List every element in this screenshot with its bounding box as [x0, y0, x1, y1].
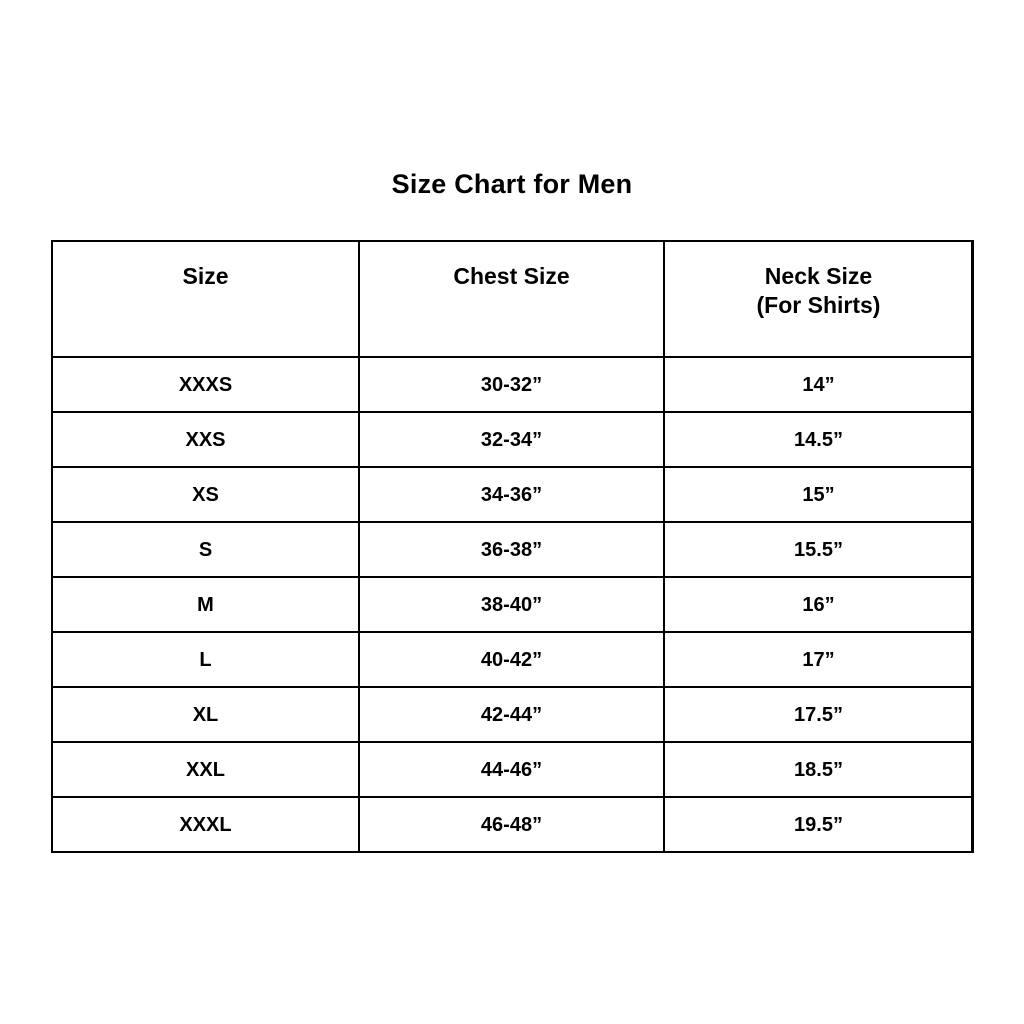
- cell-neck: 18.5”: [663, 741, 974, 798]
- header-row: Size Chest Size Neck Size (For Shirts): [51, 240, 974, 358]
- table-row: XL 42-44” 17.5”: [51, 686, 974, 743]
- cell-size: XXXL: [51, 796, 360, 853]
- column-header-chest: Chest Size: [358, 240, 665, 358]
- cell-neck: 17.5”: [663, 686, 974, 743]
- column-header-chest-label: Chest Size: [453, 263, 570, 289]
- cell-size: L: [51, 631, 360, 688]
- size-chart-table: Size Chest Size Neck Size (For Shirts) X…: [51, 240, 974, 853]
- cell-size: M: [51, 576, 360, 633]
- cell-chest: 32-34”: [358, 411, 665, 468]
- cell-size: XXS: [51, 411, 360, 468]
- table-row: XXXL 46-48” 19.5”: [51, 796, 974, 853]
- table-row: M 38-40” 16”: [51, 576, 974, 633]
- table-row: L 40-42” 17”: [51, 631, 974, 688]
- cell-size: XXL: [51, 741, 360, 798]
- page-title: Size Chart for Men: [391, 169, 633, 199]
- cell-chest: 36-38”: [358, 521, 665, 578]
- cell-chest: 38-40”: [358, 576, 665, 633]
- cell-chest: 42-44”: [358, 686, 665, 743]
- table-row: XXL 44-46” 18.5”: [51, 741, 974, 798]
- table-body: XXXS 30-32” 14” XXS 32-34” 14.5” XS 34-3…: [51, 356, 974, 853]
- cell-size: XXXS: [51, 356, 360, 413]
- column-header-neck-label: Neck Size: [764, 263, 873, 289]
- table-header: Size Chest Size Neck Size (For Shirts): [51, 240, 974, 358]
- cell-neck: 14”: [663, 356, 974, 413]
- table-row: XXXS 30-32” 14”: [51, 356, 974, 413]
- table-row: XXS 32-34” 14.5”: [51, 411, 974, 468]
- table-row: XS 34-36” 15”: [51, 466, 974, 523]
- cell-size: S: [51, 521, 360, 578]
- column-header-neck: Neck Size (For Shirts): [663, 240, 974, 358]
- column-header-size: Size: [51, 240, 360, 358]
- cell-chest: 30-32”: [358, 356, 665, 413]
- size-chart-table-container: Size Chest Size Neck Size (For Shirts) X…: [51, 240, 974, 853]
- cell-neck: 15.5”: [663, 521, 974, 578]
- cell-neck: 19.5”: [663, 796, 974, 853]
- table-row: S 36-38” 15.5”: [51, 521, 974, 578]
- cell-neck: 17”: [663, 631, 974, 688]
- cell-neck: 15”: [663, 466, 974, 523]
- cell-chest: 34-36”: [358, 466, 665, 523]
- cell-size: XS: [51, 466, 360, 523]
- cell-chest: 44-46”: [358, 741, 665, 798]
- cell-chest: 40-42”: [358, 631, 665, 688]
- column-header-neck-sublabel: (For Shirts): [756, 292, 881, 319]
- column-header-size-label: Size: [182, 263, 229, 289]
- cell-neck: 14.5”: [663, 411, 974, 468]
- cell-chest: 46-48”: [358, 796, 665, 853]
- cell-neck: 16”: [663, 576, 974, 633]
- cell-size: XL: [51, 686, 360, 743]
